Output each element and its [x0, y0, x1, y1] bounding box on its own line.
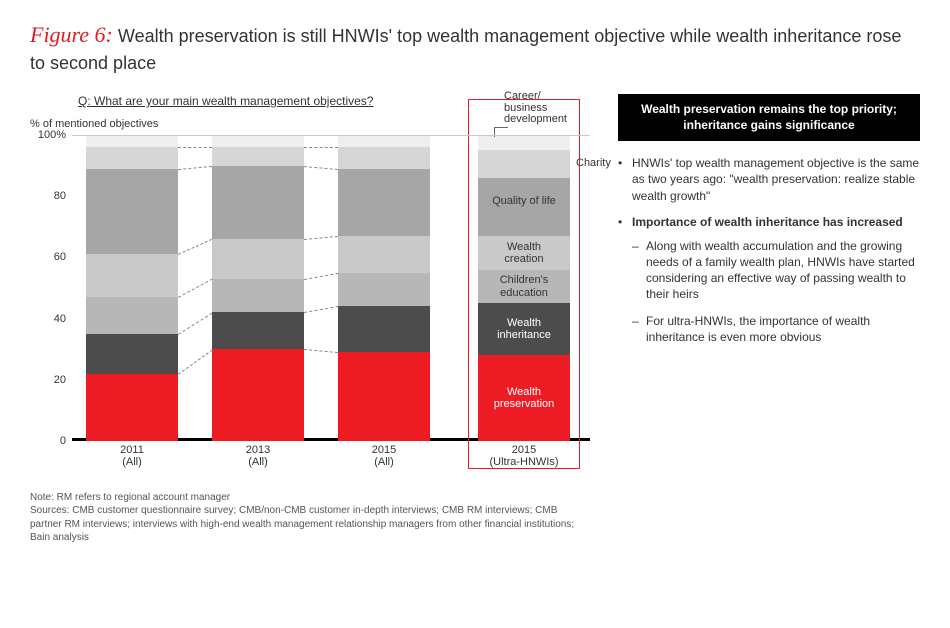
bar-2011	[86, 135, 178, 441]
y-tick: 0	[60, 435, 66, 447]
sub-bullet-1: Along with wealth accumulation and the g…	[632, 238, 920, 303]
connector-line	[304, 236, 338, 240]
segment-wealth_inheritance	[86, 334, 178, 374]
chart-area: 020406080100% WealthpreservationWealthin…	[30, 135, 590, 465]
segment-wealth_creation	[86, 254, 178, 297]
plot-area: WealthpreservationWealthinheritanceChild…	[72, 135, 590, 441]
segment-childrens_education	[212, 279, 304, 313]
segment-career_business	[212, 135, 304, 147]
y-tick: 40	[54, 313, 66, 325]
sub-bullets: Along with wealth accumulation and the g…	[632, 238, 920, 345]
bar-2015	[338, 135, 430, 441]
connector-line	[304, 349, 338, 353]
bullet-2: Importance of wealth inheritance has inc…	[618, 214, 920, 345]
connector-line	[178, 166, 212, 170]
segment-wealth_inheritance	[212, 312, 304, 349]
y-axis: 020406080100%	[30, 135, 72, 441]
segment-wealth_creation	[338, 236, 430, 273]
figure-title-text: Wealth preservation is still HNWIs' top …	[30, 26, 901, 73]
x-label: 2015(Ultra-HNWIs)	[469, 445, 579, 468]
connector-line	[178, 239, 212, 255]
segment-quality_of_life	[212, 166, 304, 239]
segment-wealth_preservation	[212, 349, 304, 441]
segment-career_business	[86, 135, 178, 147]
x-axis-labels: 2011(All) 2013(All) 2015(All) 2015(Ultra-HN…	[72, 441, 590, 465]
sub-bullet-2: For ultra-HNWIs, the importance of wealt…	[632, 313, 920, 345]
connector-line	[304, 273, 338, 280]
segment-quality_of_life	[86, 169, 178, 255]
y-tick: 60	[54, 251, 66, 263]
segment-wealth_preservation	[86, 374, 178, 441]
bar-2013	[212, 135, 304, 441]
segment-childrens_education	[86, 297, 178, 334]
segment-wealth_inheritance	[338, 306, 430, 352]
side-header: Wealth preservation remains the top prio…	[618, 94, 920, 141]
connector-line	[178, 312, 213, 334]
segment-charity	[86, 147, 178, 168]
side-column: Wealth preservation remains the top prio…	[618, 94, 920, 545]
segment-label-charity: Charity	[576, 158, 611, 170]
y-tick: 20	[54, 374, 66, 386]
sources-line: Sources: CMB customer questionnaire surv…	[30, 504, 590, 545]
segment-quality_of_life	[338, 169, 430, 236]
connector-line	[304, 166, 338, 170]
segment-charity	[338, 147, 430, 168]
segment-wealth_creation	[212, 239, 304, 279]
segment-career_business	[338, 135, 430, 147]
segment-childrens_education	[338, 273, 430, 307]
bullet-2-lead: Importance of wealth inheritance has inc…	[632, 215, 903, 229]
x-label: 2011(All)	[77, 445, 187, 468]
highlight-box	[468, 99, 580, 469]
connector-line	[178, 349, 213, 374]
chart-footnotes: Note: RM refers to regional account mana…	[30, 491, 590, 545]
connector-line	[178, 147, 212, 148]
figure-title: Figure 6: Wealth preservation is still H…	[30, 20, 920, 76]
connector-line	[178, 279, 212, 298]
chart-column: Q: What are your main wealth management …	[30, 94, 590, 545]
side-bullets: HNWIs' top wealth management objective i…	[618, 155, 920, 345]
x-label: 2013(All)	[203, 445, 313, 468]
connector-line	[304, 147, 338, 148]
segment-charity	[212, 147, 304, 165]
connector-line	[304, 306, 338, 313]
bullet-1: HNWIs' top wealth management objective i…	[618, 155, 920, 204]
note-line: Note: RM refers to regional account mana…	[30, 491, 590, 505]
x-label: 2015(All)	[329, 445, 439, 468]
y-tick: 100%	[38, 129, 66, 141]
y-tick: 80	[54, 190, 66, 202]
gridline	[72, 135, 590, 136]
segment-wealth_preservation	[338, 352, 430, 441]
figure-label: Figure 6:	[30, 22, 113, 47]
